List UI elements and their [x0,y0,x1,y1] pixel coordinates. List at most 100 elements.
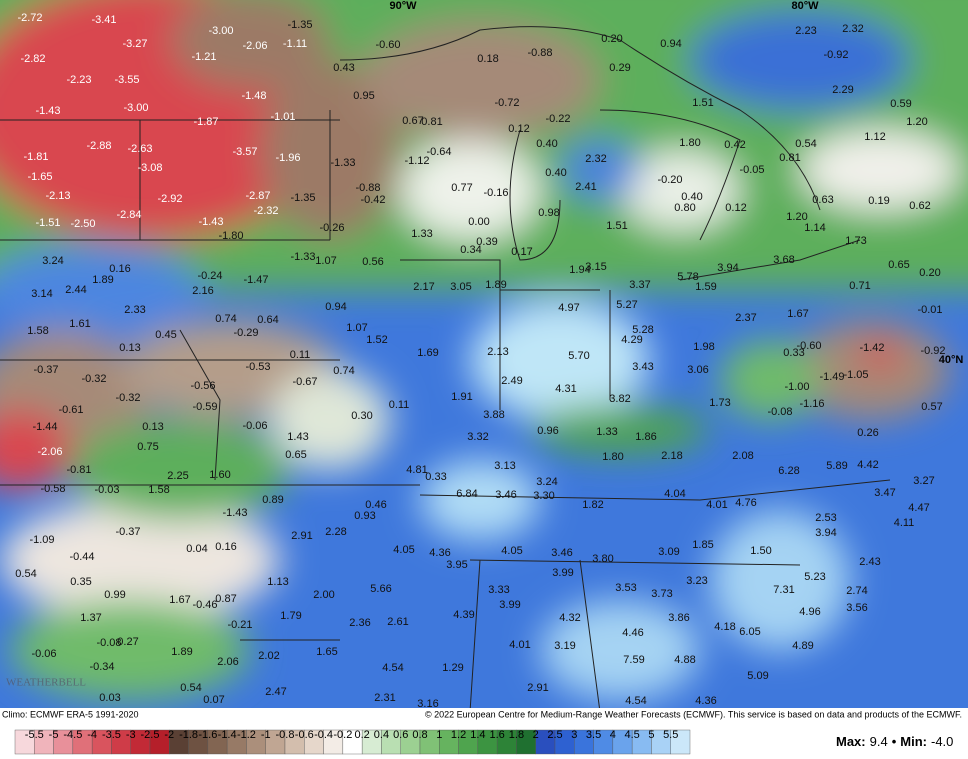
map-value-label: -2.72 [17,12,42,24]
map-value-label: 1.60 [209,469,230,481]
legend-tick-label: -1.6 [198,729,217,741]
map-value-label: 3.06 [687,364,708,376]
max-min-part: Min: [900,734,927,749]
map-value-label: 0.62 [909,200,930,212]
map-value-label: -0.26 [319,222,344,234]
map-value-label: -1.33 [290,251,315,263]
legend-tick-label: 3.5 [586,729,601,741]
map-value-label: 3.46 [551,547,572,559]
map-value-label: -1.87 [193,116,218,128]
map-value-label: 3.23 [686,575,707,587]
map-value-label: 1.33 [596,426,617,438]
legend-tick-label: 2.5 [547,729,562,741]
map-value-label: -2.13 [45,190,70,202]
legend-tick-label: 4 [610,729,616,741]
legend-tick-label: 1.2 [451,729,466,741]
map-value-label: 4.31 [555,383,576,395]
map-value-label: 1.67 [169,594,190,606]
map-value-label: -0.42 [360,194,385,206]
map-value-label: 0.54 [15,568,36,580]
map-value-label: 5.78 [677,271,698,283]
map-value-label: -0.32 [115,392,140,404]
climo-note: Climo: ECMWF ERA-5 1991-2020 [2,709,139,719]
map-value-label: -0.58 [40,483,65,495]
map-value-label: 3.82 [609,393,630,405]
map-value-label: 0.26 [857,427,878,439]
legend-tick-label: 0.2 [354,729,369,741]
map-value-label: 6.84 [456,488,477,500]
map-value-label: -1.09 [29,534,54,546]
max-min-part: 9.4 [870,734,888,749]
map-value-label: -3.57 [232,146,257,158]
map-value-label: 0.18 [477,53,498,65]
map-value-label: -0.29 [233,327,258,339]
map-value-label: -2.92 [157,193,182,205]
map-value-label: -0.37 [115,526,140,538]
map-value-label: 3.53 [615,582,636,594]
map-value-label: 3.16 [417,698,438,710]
longitude-label: 90°W [389,0,417,12]
map-value-label: 0.11 [389,399,410,411]
legend-tick-label: -0.6 [295,729,314,741]
map-value-label: -1.96 [275,152,300,164]
legend-tick-label: 0.6 [393,729,408,741]
map-value-label: 1.82 [582,499,603,511]
map-value-label: 2.29 [832,84,853,96]
map-value-label: 0.43 [333,62,354,74]
legend-tick-label: -4.5 [63,729,82,741]
map-value-label: 0.45 [155,329,176,341]
map-value-label: 1.20 [786,211,807,223]
map-value-label: 2.32 [585,153,606,165]
map-value-label: 1.79 [280,610,301,622]
map-value-label: 3.32 [467,431,488,443]
map-value-label: 4.29 [621,334,642,346]
map-value-label: 1.91 [451,391,472,403]
legend-tick-label: -2 [164,729,174,741]
map-value-label: 1.80 [602,451,623,463]
map-value-label: 0.00 [468,216,489,228]
map-value-label: 0.74 [215,313,236,325]
map-value-label: 0.40 [536,138,557,150]
legend-tick-label: 3 [571,729,577,741]
map-value-label: -0.44 [69,551,94,563]
map-value-label: -0.08 [96,637,121,649]
map-value-label: 2.17 [413,281,434,293]
map-value-label: -0.24 [197,270,222,282]
map-value-label: 2.91 [527,682,548,694]
map-value-label: 1.58 [148,484,169,496]
map-value-label: 1.73 [709,397,730,409]
legend-tick-label: 1.8 [509,729,524,741]
map-value-label: -1.43 [198,216,223,228]
map-value-label: -1.44 [32,421,57,433]
map-value-label: -1.43 [35,105,60,117]
map-value-label: 2.44 [65,284,86,296]
map-value-label: 0.33 [425,471,446,483]
map-value-label: 0.64 [257,314,278,326]
map-value-label: -1.21 [191,51,216,63]
map-value-label: 0.63 [812,194,833,206]
legend-tick-label: -0.2 [333,729,352,741]
map-value-label: 2.13 [487,346,508,358]
map-value-label: 1.89 [171,646,192,658]
map-value-label: -3.00 [123,102,148,114]
map-value-label: 1.73 [845,235,866,247]
legend-tick-label: 5.5 [663,729,678,741]
map-value-label: -0.03 [94,484,119,496]
map-value-label: -2.32 [253,205,278,217]
legend-tick-label: 1 [436,729,442,741]
legend-tick-label: -2.5 [141,729,160,741]
map-value-label: 6.05 [739,626,760,638]
map-value-label: 2.06 [217,656,238,668]
map-value-label: 0.75 [137,441,158,453]
map-value-label: 2.32 [842,23,863,35]
map-value-label: 4.36 [695,695,716,707]
map-value-label: -0.46 [192,599,217,611]
map-value-label: -0.08 [767,406,792,418]
map-value-label: -1.65 [27,171,52,183]
map-value-label: 1.12 [864,131,885,143]
legend-tick-label: -1.8 [179,729,198,741]
map-value-label: 1.94 [569,264,590,276]
map-value-label: 2.49 [501,375,522,387]
map-value-label: 4.47 [908,502,929,514]
map-value-label: 4.32 [559,612,580,624]
